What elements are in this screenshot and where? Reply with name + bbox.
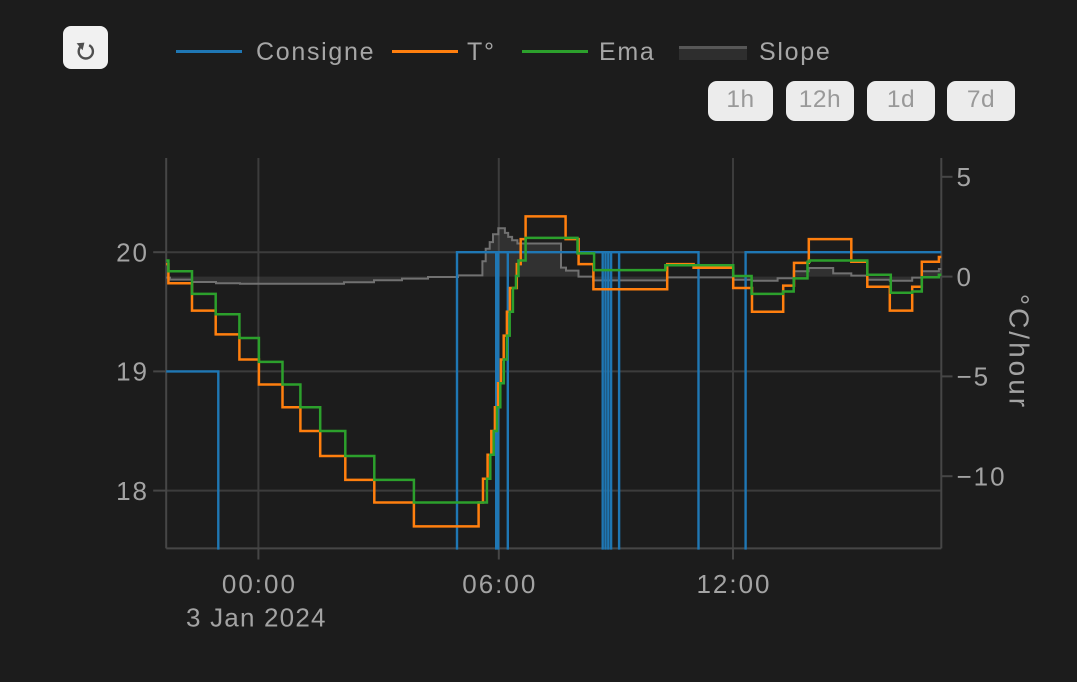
svg-text:00:00: 00:00 (222, 569, 297, 599)
svg-text:20: 20 (116, 237, 149, 267)
svg-text:18: 18 (116, 476, 149, 506)
svg-text:12:00: 12:00 (696, 569, 771, 599)
svg-text:−10: −10 (957, 461, 1007, 491)
svg-text:°C/hour: °C/hour (1004, 294, 1035, 410)
svg-text:0: 0 (957, 262, 973, 292)
svg-text:06:00: 06:00 (462, 569, 537, 599)
svg-text:5: 5 (957, 162, 973, 192)
svg-text:19: 19 (116, 357, 149, 387)
svg-text:−5: −5 (957, 362, 991, 392)
svg-text:3 Jan 2024: 3 Jan 2024 (186, 603, 327, 633)
